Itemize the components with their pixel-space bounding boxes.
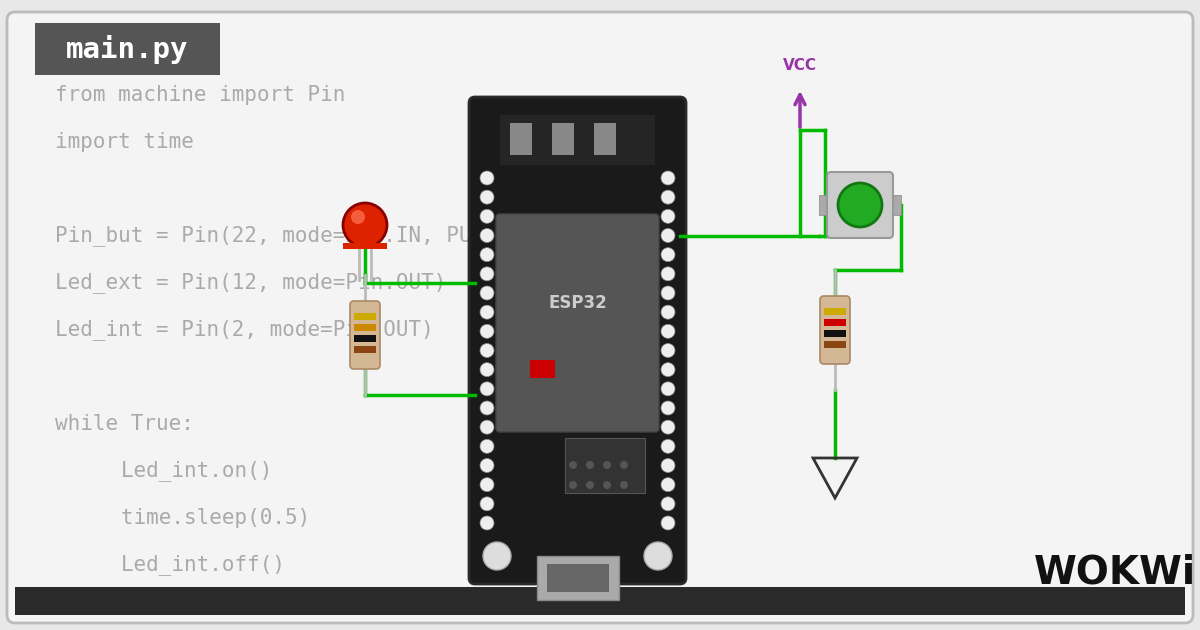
Circle shape xyxy=(586,461,594,469)
Circle shape xyxy=(661,248,674,261)
Circle shape xyxy=(838,183,882,227)
Circle shape xyxy=(569,481,577,489)
Circle shape xyxy=(480,420,494,434)
Circle shape xyxy=(661,497,674,511)
Circle shape xyxy=(480,382,494,396)
Text: VCC: VCC xyxy=(784,58,817,73)
Circle shape xyxy=(480,248,494,261)
Circle shape xyxy=(480,439,494,454)
Bar xyxy=(552,123,574,155)
FancyBboxPatch shape xyxy=(496,214,659,432)
Bar xyxy=(565,438,646,493)
Bar xyxy=(354,335,376,342)
Circle shape xyxy=(480,343,494,357)
Circle shape xyxy=(569,461,577,469)
Text: Led_int = Pin(2, mode=Pin.OUT): Led_int = Pin(2, mode=Pin.OUT) xyxy=(55,319,433,340)
Bar xyxy=(824,308,846,315)
Bar xyxy=(354,346,376,353)
Circle shape xyxy=(480,363,494,377)
Text: Pin_but = Pin(22, mode=Pin.IN, PULL_DOWN): Pin_but = Pin(22, mode=Pin.IN, PULL_DOWN… xyxy=(55,226,572,246)
Circle shape xyxy=(480,171,494,185)
Bar xyxy=(824,341,846,348)
Circle shape xyxy=(661,171,674,185)
Circle shape xyxy=(482,542,511,570)
Circle shape xyxy=(343,203,386,247)
Circle shape xyxy=(480,324,494,338)
Text: ESP32: ESP32 xyxy=(548,294,607,312)
Circle shape xyxy=(480,401,494,415)
Text: WOKWi: WOKWi xyxy=(1034,553,1196,591)
Circle shape xyxy=(480,209,494,223)
Circle shape xyxy=(661,439,674,454)
Circle shape xyxy=(586,481,594,489)
Circle shape xyxy=(604,481,611,489)
Circle shape xyxy=(661,267,674,281)
Circle shape xyxy=(480,286,494,300)
Circle shape xyxy=(661,343,674,357)
FancyBboxPatch shape xyxy=(827,172,893,238)
Circle shape xyxy=(661,420,674,434)
Circle shape xyxy=(620,481,628,489)
Circle shape xyxy=(661,209,674,223)
Circle shape xyxy=(620,461,628,469)
Bar xyxy=(547,564,610,592)
Circle shape xyxy=(661,305,674,319)
Bar xyxy=(35,23,220,75)
Bar xyxy=(354,324,376,331)
Text: while True:: while True: xyxy=(55,414,194,434)
Bar xyxy=(354,313,376,320)
Bar xyxy=(824,319,846,326)
Circle shape xyxy=(480,305,494,319)
Circle shape xyxy=(480,497,494,511)
Circle shape xyxy=(480,459,494,472)
Circle shape xyxy=(661,459,674,472)
Circle shape xyxy=(661,286,674,300)
FancyBboxPatch shape xyxy=(7,12,1193,623)
Circle shape xyxy=(661,382,674,396)
Bar xyxy=(889,195,901,215)
Circle shape xyxy=(661,190,674,204)
Circle shape xyxy=(352,210,365,224)
Text: import time: import time xyxy=(55,132,194,152)
Text: Led_int.off(): Led_int.off() xyxy=(83,554,286,575)
Bar xyxy=(343,243,386,249)
Bar xyxy=(510,123,532,155)
Bar xyxy=(594,123,616,155)
Text: time.sleep(0.5): time.sleep(0.5) xyxy=(83,508,311,528)
Circle shape xyxy=(661,516,674,530)
Bar xyxy=(824,330,846,337)
Bar xyxy=(818,195,830,215)
Circle shape xyxy=(480,229,494,243)
Bar xyxy=(500,115,655,165)
Circle shape xyxy=(480,478,494,491)
Circle shape xyxy=(480,516,494,530)
Text: Led_ext = Pin(12, mode=Pin.OUT): Led_ext = Pin(12, mode=Pin.OUT) xyxy=(55,273,446,294)
FancyBboxPatch shape xyxy=(350,301,380,369)
Circle shape xyxy=(661,324,674,338)
FancyBboxPatch shape xyxy=(820,296,850,364)
Circle shape xyxy=(661,401,674,415)
Circle shape xyxy=(480,190,494,204)
Circle shape xyxy=(604,461,611,469)
Circle shape xyxy=(644,542,672,570)
Bar xyxy=(530,360,554,378)
Text: from machine import Pin: from machine import Pin xyxy=(55,85,346,105)
Text: Led_int.on(): Led_int.on() xyxy=(83,461,272,481)
Circle shape xyxy=(661,363,674,377)
Bar xyxy=(14,587,1186,615)
Bar xyxy=(538,556,619,600)
Circle shape xyxy=(661,229,674,243)
Circle shape xyxy=(661,478,674,491)
Circle shape xyxy=(480,267,494,281)
FancyBboxPatch shape xyxy=(469,97,686,584)
Text: main.py: main.py xyxy=(66,35,188,64)
